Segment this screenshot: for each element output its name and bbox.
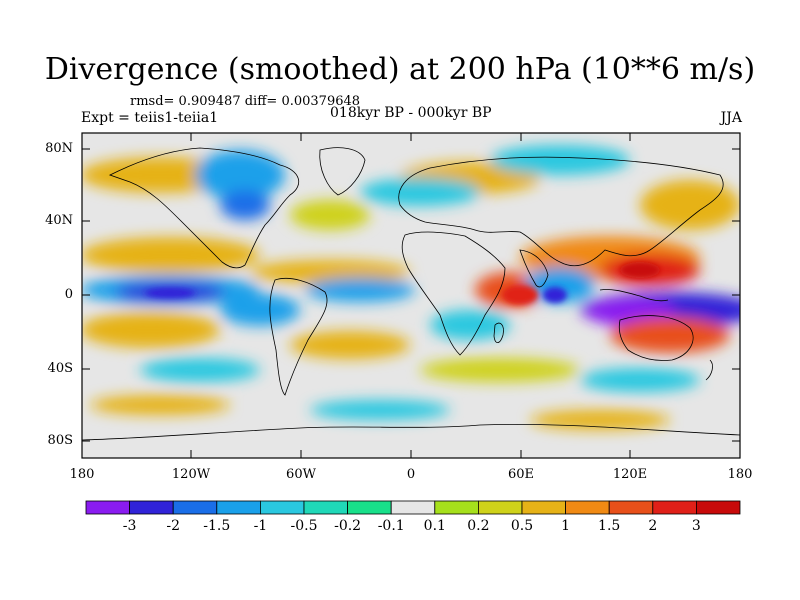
lon-label-60e: 60E	[507, 467, 535, 482]
lat-label-80n: 80N	[45, 141, 73, 156]
colorbar-label: 1	[561, 518, 571, 534]
lon-label-60w: 60W	[286, 467, 316, 482]
stats-line: rmsd= 0.909487 diff= 0.00379648	[130, 94, 361, 109]
colorbar-label: -0.2	[334, 518, 362, 534]
colorbar-swatch	[216, 500, 261, 515]
colorbar	[85, 500, 741, 515]
colorbar-swatch	[696, 500, 741, 515]
colorbar-swatch	[259, 500, 305, 515]
colorbar-swatch	[390, 500, 436, 515]
colorbar-label: 0.1	[423, 518, 446, 534]
axis-ticks	[81, 133, 741, 458]
lon-label-120w: 120W	[171, 467, 211, 482]
lat-label-40s: 40S	[47, 361, 73, 376]
lon-label-120e: 120E	[612, 467, 648, 482]
experiment-label: Expt = teiis1-teiia1	[81, 110, 219, 126]
colorbar-label: -1	[253, 518, 268, 534]
colorbar-label: 3	[691, 518, 701, 534]
colorbar-label: -1.5	[203, 518, 231, 534]
colorbar-label: -0.1	[377, 518, 405, 534]
lon-label-0: 0	[406, 467, 416, 482]
colorbar-swatch	[129, 500, 174, 515]
colorbar-swatch	[172, 500, 218, 515]
colorbar-swatch	[608, 500, 654, 515]
lat-label-equator: 0	[64, 287, 73, 302]
colorbar-swatch	[652, 500, 697, 515]
lat-label-40n: 40N	[45, 213, 73, 228]
colorbar-swatch	[565, 500, 610, 515]
colorbar-label: 0.2	[467, 518, 490, 534]
divergence-field	[82, 133, 740, 458]
colorbar-label: -0.5	[290, 518, 318, 534]
lon-label-180-east: 180	[727, 467, 753, 482]
colorbar-swatch	[434, 500, 479, 515]
colorbar-label: 1.5	[598, 518, 621, 534]
colorbar-swatch	[303, 500, 348, 515]
colorbar-swatch	[521, 500, 566, 515]
colorbar-swatch	[85, 500, 130, 515]
colorbar-label: -2	[166, 518, 180, 534]
colorbar-swatch	[347, 500, 392, 515]
colorbar-label: -3	[122, 518, 137, 534]
colorbar-label: 0.5	[510, 518, 534, 534]
colorbar-label: 2	[648, 518, 658, 534]
lat-label-80s: 80S	[47, 433, 73, 448]
period-label: 018kyr BP - 000kyr BP	[330, 105, 492, 121]
coastlines	[82, 147, 740, 441]
map-title: Divergence (smoothed) at 200 hPa (10**6 …	[44, 52, 756, 87]
colorbar-swatch	[477, 500, 523, 515]
lon-label-180-west: 180	[69, 467, 95, 482]
season-label: JJA	[720, 110, 742, 126]
